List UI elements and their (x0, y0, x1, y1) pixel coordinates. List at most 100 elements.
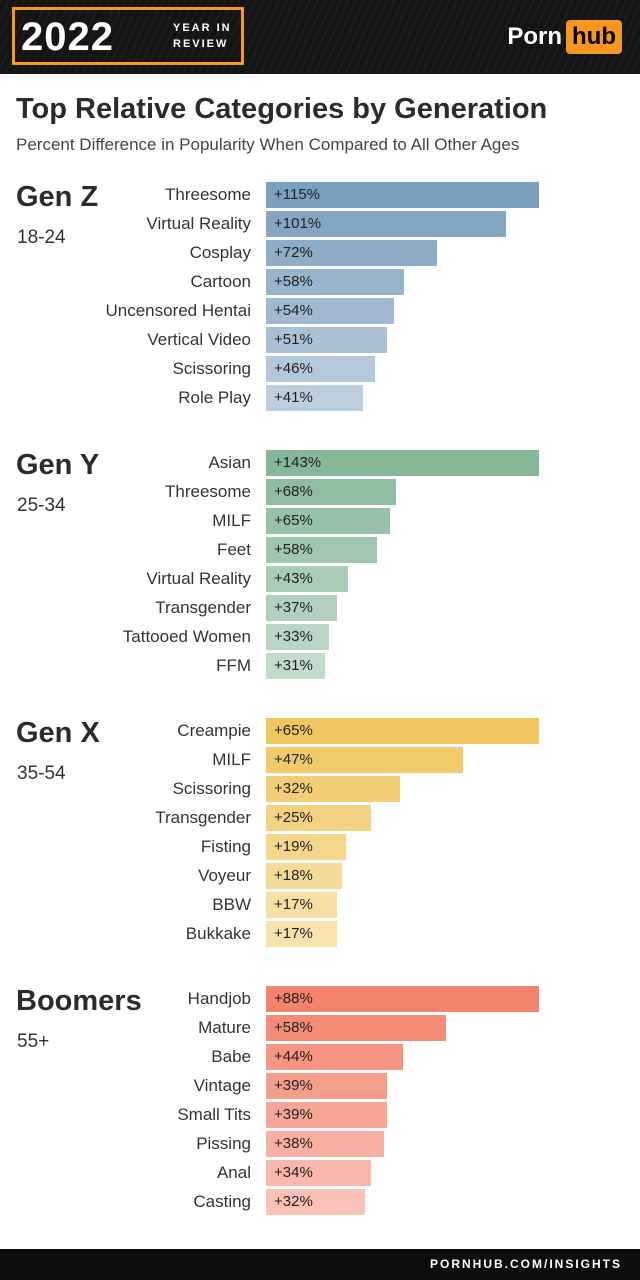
bar-gen-z (266, 298, 394, 324)
value-label-gen-z: +51% (274, 331, 313, 348)
page-title: Top Relative Categories by Generation (16, 93, 548, 125)
category-label-gen-y: Asian (208, 453, 251, 472)
logo-text-part1: Porn (507, 23, 563, 50)
value-label-gen-x: +19% (274, 838, 313, 855)
group-age-range-boomers: 55+ (17, 1031, 50, 1052)
value-label-gen-x: +25% (274, 809, 313, 826)
bar-boomers (266, 986, 539, 1012)
value-label-boomers: +58% (274, 1019, 313, 1036)
category-label-gen-y: Tattooed Women (122, 627, 251, 646)
category-label-gen-z: Virtual Reality (146, 214, 251, 233)
category-label-boomers: Babe (211, 1047, 251, 1066)
year-sub-line-2: REVIEW (173, 38, 229, 50)
bar-gen-x (266, 805, 371, 831)
category-label-boomers: Vintage (193, 1076, 251, 1095)
bar-boomers (266, 1160, 371, 1186)
value-label-gen-y: +31% (274, 657, 313, 674)
bar-gen-x (266, 863, 342, 889)
bar-gen-z (266, 211, 506, 237)
value-label-gen-x: +18% (274, 867, 313, 884)
bar-boomers (266, 1189, 365, 1215)
year-in-review-badge: 2022 YEAR IN REVIEW (12, 7, 244, 65)
category-label-gen-y: Transgender (155, 598, 251, 617)
category-label-gen-y: MILF (212, 511, 251, 530)
bar-gen-y (266, 537, 377, 563)
group-title-gen-x: Gen X (16, 717, 100, 749)
category-label-gen-y: Threesome (165, 482, 251, 501)
group-age-range-gen-z: 18-24 (17, 227, 66, 248)
logo-text-part2: hub (566, 20, 622, 54)
category-label-boomers: Pissing (196, 1134, 251, 1153)
category-label-boomers: Small Tits (177, 1105, 251, 1124)
group-age-range-gen-y: 25-34 (17, 495, 66, 516)
category-label-gen-x: Voyeur (198, 866, 251, 885)
bar-gen-x (266, 921, 337, 947)
value-label-gen-z: +46% (274, 360, 313, 377)
category-label-gen-x: Scissoring (172, 779, 251, 798)
category-label-gen-z: Uncensored Hentai (105, 301, 251, 320)
group-title-gen-z: Gen Z (16, 181, 99, 213)
bar-gen-y (266, 595, 337, 621)
group-age-range-gen-x: 35-54 (17, 763, 66, 784)
value-label-gen-y: +58% (274, 541, 313, 558)
year-in-review-text: YEAR IN REVIEW (173, 20, 243, 52)
value-label-gen-z: +101% (274, 215, 322, 232)
value-label-gen-z: +115% (274, 186, 321, 203)
value-label-boomers: +38% (274, 1135, 313, 1152)
group-title-gen-y: Gen Y (16, 449, 100, 481)
value-label-boomers: +39% (274, 1077, 313, 1094)
bar-gen-z (266, 182, 539, 208)
value-label-boomers: +32% (274, 1193, 313, 1210)
bar-gen-z (266, 327, 387, 353)
bar-gen-z (266, 269, 404, 295)
header-banner: 2022 YEAR IN REVIEW Porn hub (0, 0, 640, 74)
bar-gen-y (266, 653, 325, 679)
value-label-gen-z: +72% (274, 244, 313, 261)
value-label-gen-y: +33% (274, 628, 313, 645)
category-label-gen-z: Threesome (165, 185, 251, 204)
year-number: 2022 (21, 15, 114, 59)
value-label-boomers: +44% (274, 1048, 313, 1065)
value-label-gen-y: +68% (274, 483, 313, 500)
bar-gen-y (266, 624, 329, 650)
value-label-boomers: +39% (274, 1106, 313, 1123)
category-label-gen-x: BBW (212, 895, 251, 914)
bar-gen-x (266, 834, 346, 860)
category-label-gen-z: Scissoring (172, 359, 251, 378)
value-label-gen-x: +17% (274, 896, 313, 913)
category-label-gen-x: Transgender (155, 808, 251, 827)
category-label-gen-x: Fisting (200, 837, 251, 856)
footer-url: PORNHUB.COM/INSIGHTS (429, 1257, 622, 1271)
page-subtitle: Percent Difference in Popularity When Co… (16, 135, 520, 154)
bar-boomers (266, 1015, 446, 1041)
value-label-gen-x: +47% (274, 751, 313, 768)
value-label-gen-z: +41% (274, 389, 313, 406)
header-texture (0, 0, 640, 74)
bar-boomers (266, 1073, 387, 1099)
bar-gen-x (266, 892, 337, 918)
value-label-gen-z: +58% (274, 273, 313, 290)
value-label-gen-y: +65% (274, 512, 313, 529)
value-label-boomers: +88% (274, 990, 313, 1007)
footer-bar: PORNHUB.COM/INSIGHTS (0, 1249, 640, 1280)
value-label-gen-y: +43% (274, 570, 313, 587)
brand-logo: Porn hub (507, 20, 622, 54)
bar-gen-x (266, 747, 463, 773)
value-label-gen-x: +17% (274, 925, 313, 942)
category-label-gen-y: Feet (216, 540, 251, 559)
bar-gen-y (266, 479, 396, 505)
value-label-gen-y: +37% (274, 599, 313, 616)
bar-gen-y (266, 508, 390, 534)
group-title-boomers: Boomers (16, 985, 142, 1017)
category-label-boomers: Handjob (187, 989, 251, 1008)
value-label-gen-z: +54% (274, 302, 313, 319)
category-label-gen-z: Vertical Video (147, 330, 251, 349)
bar-gen-y (266, 450, 539, 476)
bar-boomers (266, 1044, 403, 1070)
year-sub-line-1: YEAR IN (173, 22, 232, 34)
category-label-boomers: Mature (198, 1018, 251, 1037)
value-label-gen-x: +65% (274, 722, 313, 739)
bar-gen-z (266, 240, 437, 266)
category-label-gen-x: MILF (212, 750, 251, 769)
bar-boomers (266, 1102, 387, 1128)
